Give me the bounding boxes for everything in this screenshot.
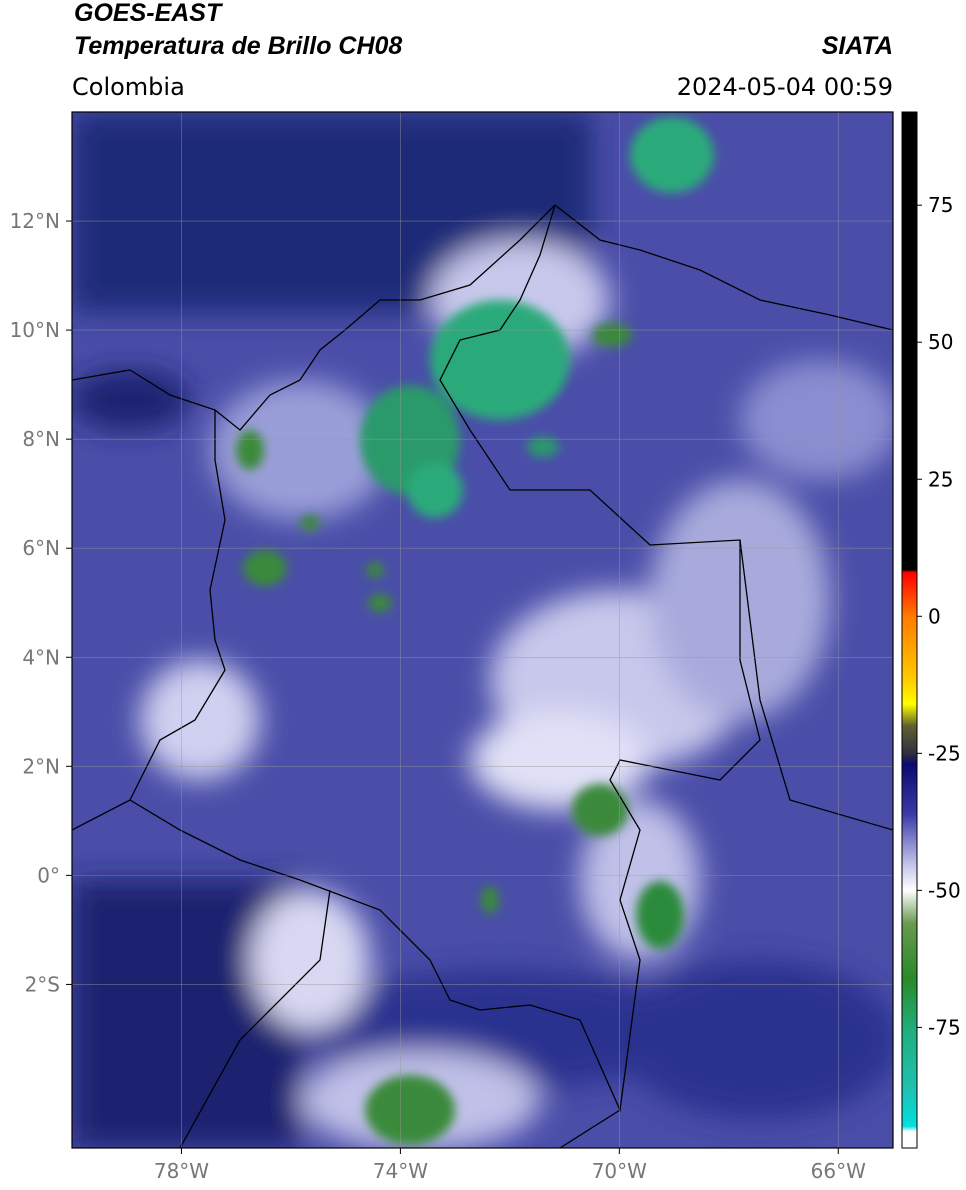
x-tick-label: 78°W [154, 1159, 209, 1183]
region: Colombia [72, 73, 185, 101]
coastline [554, 204, 893, 331]
y-tick-label: 6°N [22, 536, 60, 560]
source: SIATA [822, 32, 893, 60]
y-tick-label: 2°S [25, 972, 60, 996]
coastline [72, 369, 216, 411]
country-border [129, 204, 761, 1113]
map-frame [71, 111, 894, 1149]
coastline [72, 799, 131, 831]
x-tick-label: 70°W [592, 1159, 647, 1183]
x-tick-label: 74°W [373, 1159, 428, 1183]
coastline [179, 889, 331, 1148]
country-border [559, 1109, 621, 1148]
colorbar-tick-label: 75 [928, 193, 953, 217]
timestamp: 2024-05-04 00:59 [677, 73, 893, 101]
colorbar [901, 111, 918, 1149]
x-tick-label: 66°W [811, 1159, 866, 1183]
y-tick-label: 0° [37, 863, 60, 887]
country-border [739, 539, 893, 831]
subtitle: Temperatura de Brillo CH08 [74, 32, 402, 60]
grid [72, 112, 893, 1148]
satellite-image [72, 112, 893, 1148]
y-tick-label: 4°N [22, 645, 60, 669]
borders [72, 204, 893, 1148]
colorbar-tick-label: 50 [928, 330, 953, 354]
title: GOES-EAST [74, 0, 224, 27]
colorbar-tick-label: -50 [928, 878, 961, 902]
colorbar-tick-label: 25 [928, 467, 953, 491]
colorbar-tick-label: -75 [928, 1015, 961, 1039]
y-tick-label: 8°N [22, 427, 60, 451]
y-tick-label: 10°N [10, 318, 60, 342]
y-tick-label: 2°N [22, 754, 60, 778]
colorbar-tick-label: 0 [928, 604, 941, 628]
colorbar-tick-label: -25 [928, 741, 961, 765]
y-tick-label: 12°N [10, 209, 60, 233]
